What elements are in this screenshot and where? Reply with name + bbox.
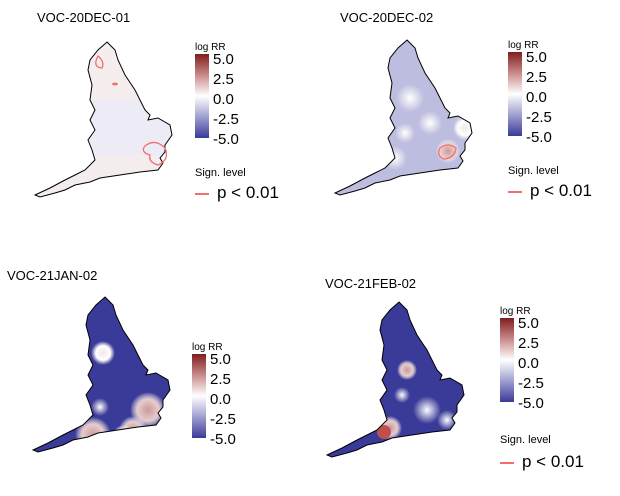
legend-tick: 5.0 — [518, 315, 539, 332]
legend-tick: -5.0 — [213, 131, 239, 148]
legend-title: log RR — [195, 42, 226, 53]
sign-level-title: Sign. level — [195, 167, 246, 179]
panel-title: VOC-21FEB-02 — [325, 276, 417, 291]
color-bar — [192, 354, 206, 438]
legend-tick: -5.0 — [526, 129, 552, 146]
panel-title: VOC-21JAN-02 — [7, 268, 98, 283]
england-map — [34, 41, 173, 198]
legend-tick: 2.5 — [526, 69, 547, 86]
legend-tick: 0.0 — [213, 91, 234, 108]
legend-tick: -5.0 — [518, 395, 544, 412]
sign-level-title: Sign. level — [508, 165, 559, 177]
legend-tick: 0.0 — [526, 89, 547, 106]
legend-tick: 5.0 — [526, 49, 547, 66]
legend-tick: 2.5 — [210, 371, 231, 388]
legend-title: log RR — [508, 40, 539, 51]
england-map — [326, 301, 465, 458]
legend-title: log RR — [500, 306, 531, 317]
sign-level-entry: p < 0.01 — [500, 452, 584, 472]
legend-tick: -2.5 — [518, 375, 544, 392]
color-bar — [195, 54, 209, 138]
legend-tick: 5.0 — [213, 51, 234, 68]
legend-tick: 5.0 — [210, 351, 231, 368]
panel-title: VOC-20DEC-02 — [340, 10, 434, 25]
legend-tick: -2.5 — [213, 111, 239, 128]
legend-tick: 0.0 — [210, 391, 231, 408]
legend-tick: 0.0 — [518, 355, 539, 372]
sign-level-entry: p < 0.01 — [195, 183, 279, 203]
panel-title: VOC-20DEC-01 — [37, 10, 131, 25]
england-map — [32, 296, 171, 453]
legend-tick: 2.5 — [213, 71, 234, 88]
color-bar — [500, 318, 514, 402]
legend-title: log RR — [192, 342, 223, 353]
sign-level-entry: p < 0.01 — [508, 181, 592, 201]
legend-tick: -2.5 — [526, 109, 552, 126]
sign-level-title: Sign. level — [500, 434, 551, 446]
england-map — [334, 39, 473, 196]
legend-tick: 2.5 — [518, 335, 539, 352]
legend-tick: -5.0 — [210, 431, 236, 448]
legend-tick: -2.5 — [210, 411, 236, 428]
color-bar — [508, 52, 522, 136]
